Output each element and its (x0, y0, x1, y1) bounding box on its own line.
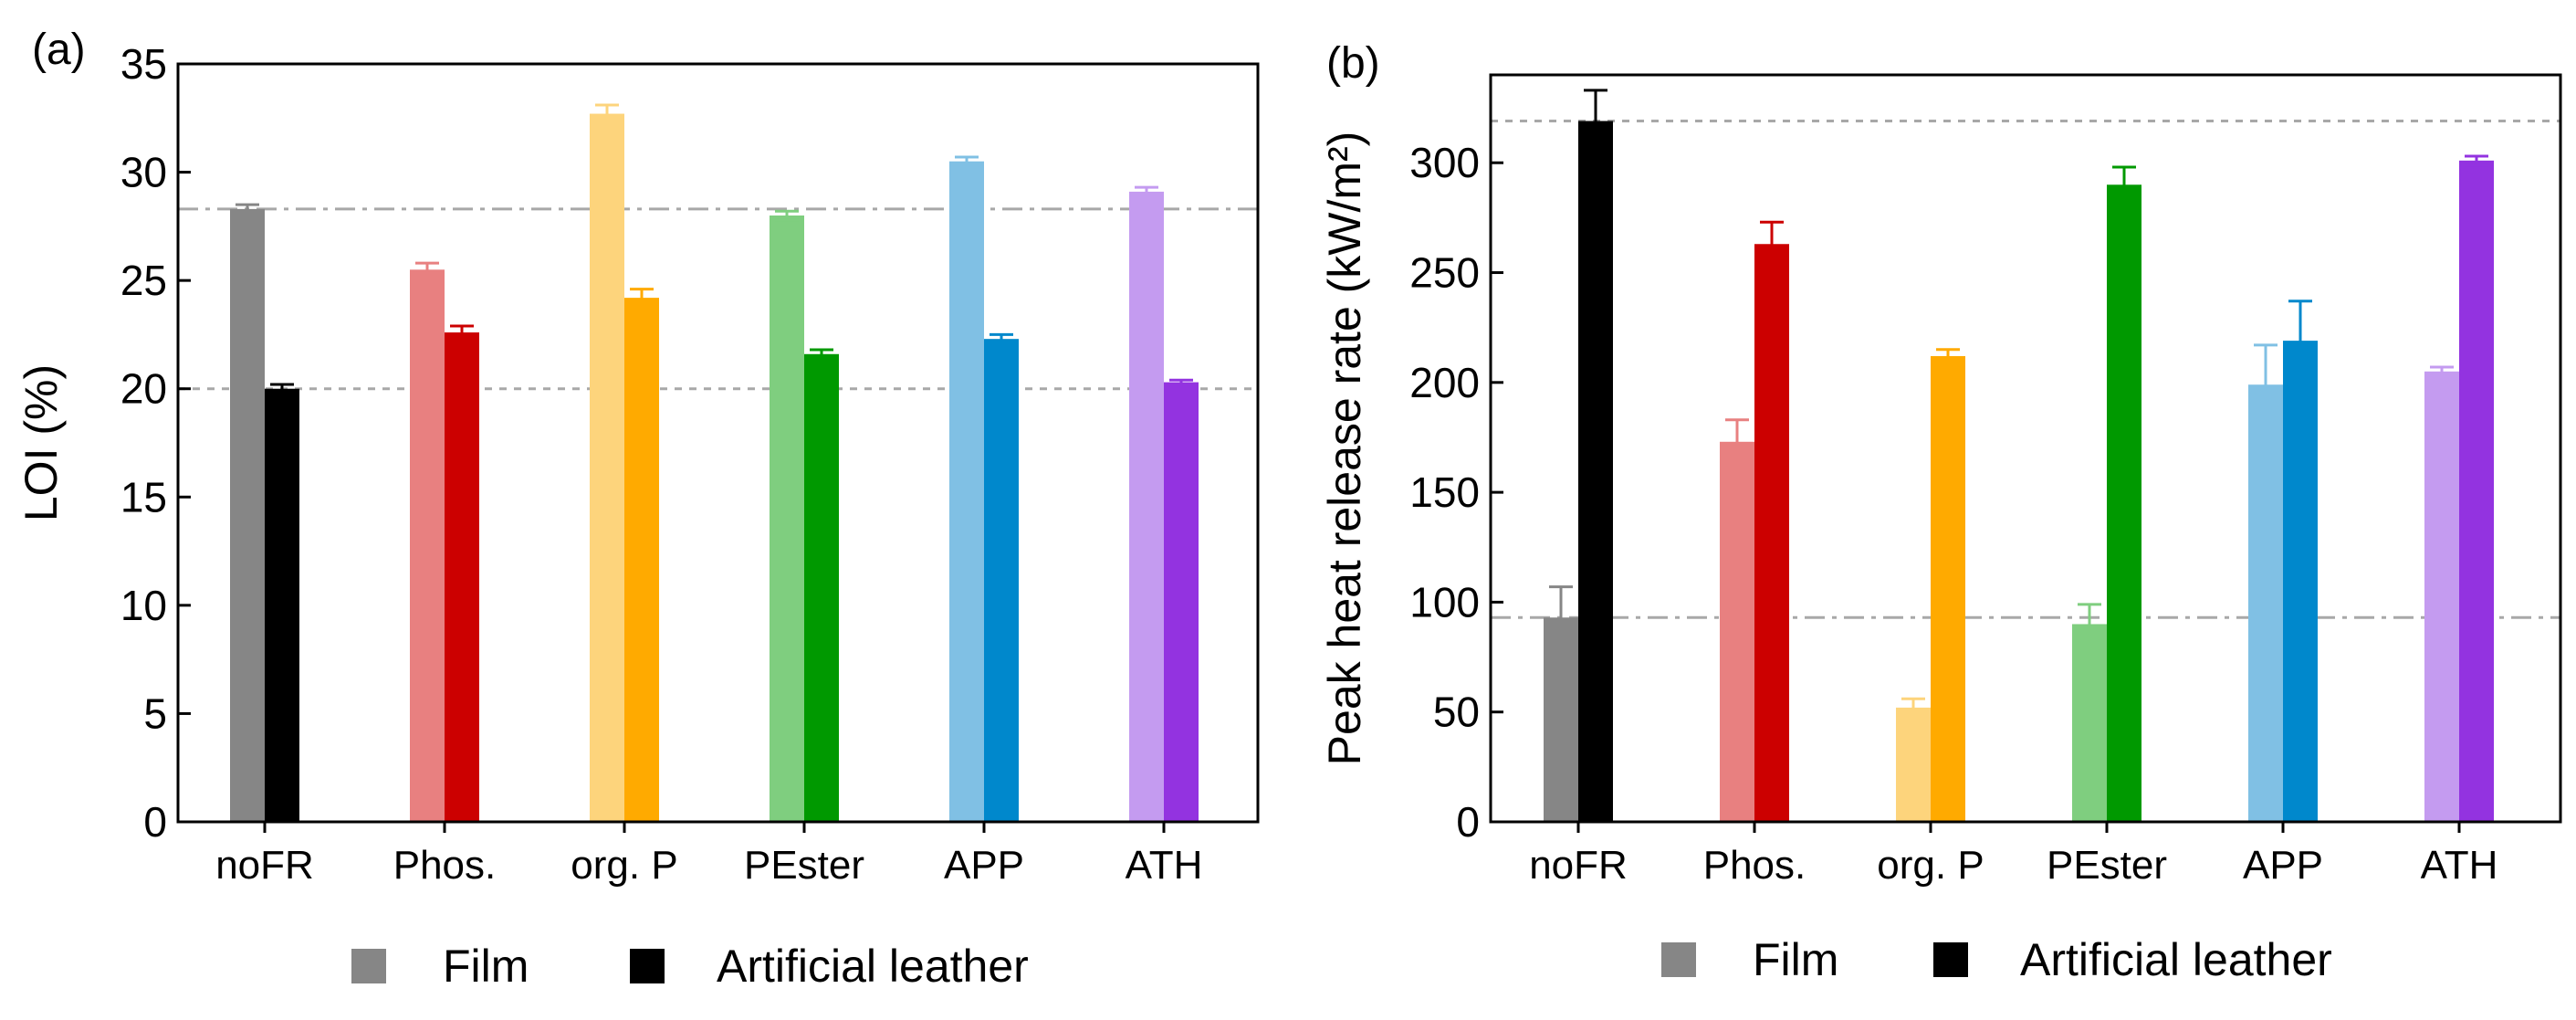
bar (1931, 355, 1965, 822)
y-tick-label: 150 (1409, 468, 1480, 516)
y-tick-label: 30 (120, 149, 167, 196)
panel-label: (b) (1326, 39, 1380, 88)
bar (230, 208, 265, 822)
bar (2072, 624, 2107, 822)
category-label: PEster (744, 843, 864, 888)
bar (2283, 341, 2318, 822)
bar (1720, 441, 1754, 822)
bar (1578, 121, 1613, 822)
y-axis-label: Peak heat release rate (kW/m²) (1319, 131, 1370, 766)
category-label: noFR (215, 843, 314, 888)
bar (1896, 707, 1931, 822)
y-tick-label: 0 (143, 798, 167, 846)
chart-panel-2: (b) noFR Phos. org. P PEster APP ATH 0 50 100 150 2… (1319, 39, 2562, 985)
error-bar (630, 288, 654, 309)
bar (2459, 160, 2494, 822)
y-tick-label: 0 (1456, 798, 1480, 846)
legend-swatch-film (351, 949, 386, 983)
bar (410, 269, 445, 822)
bar (770, 216, 804, 822)
error-bar (2078, 603, 2101, 646)
y-axis-label: LOI (%) (16, 364, 67, 521)
category-label: Phos. (1703, 843, 1806, 888)
bar (1754, 244, 1789, 822)
bar (1129, 191, 1164, 822)
y-tick-label: 20 (120, 365, 167, 413)
category-label: Phos. (393, 843, 497, 888)
category-label: org. P (1877, 843, 1984, 888)
bar (949, 161, 984, 822)
y-tick-label: 25 (120, 257, 167, 304)
legend: Film Artificial leather (351, 941, 1029, 992)
category-label: APP (944, 843, 1024, 888)
legend-label-film: Film (443, 941, 529, 992)
y-tick-label: 300 (1409, 139, 1480, 186)
plot-frame (1489, 73, 2562, 824)
y-tick-label: 50 (1433, 689, 1480, 736)
category-label: org. P (571, 843, 677, 888)
plot-frame (176, 62, 1260, 824)
error-bar (2288, 300, 2312, 382)
legend-swatch-film (1661, 942, 1696, 977)
category-label: PEster (2047, 843, 2167, 888)
error-bar (415, 261, 439, 278)
legend-label-film: Film (1753, 934, 1838, 985)
error-bar (1135, 185, 1158, 198)
y-tick-label: 10 (120, 582, 167, 629)
bar (984, 339, 1019, 823)
legend-label-artificial-leather: Artificial leather (2020, 934, 2332, 985)
category-label: ATH (1126, 843, 1203, 888)
error-bar (450, 324, 474, 341)
error-bar (1584, 89, 1607, 153)
bar (624, 298, 659, 823)
legend-label-artificial-leather: Artificial leather (717, 941, 1029, 992)
error-bar (1169, 378, 1193, 386)
bar (2107, 184, 2141, 822)
bar (265, 388, 299, 822)
panel-label: (a) (32, 26, 86, 74)
error-bar (990, 332, 1013, 345)
error-bar (1760, 220, 1784, 268)
error-bar (2430, 365, 2454, 378)
y-tick-label: 100 (1409, 578, 1480, 626)
error-bar (2465, 154, 2488, 167)
error-bar (595, 103, 619, 124)
bar (2424, 371, 2459, 822)
y-tick-label: 250 (1409, 249, 1480, 297)
legend-swatch-artificial-leather (630, 949, 665, 983)
error-bar (1549, 585, 1573, 650)
y-tick-label: 5 (143, 689, 167, 737)
category-label: noFR (1529, 843, 1628, 888)
category-label: ATH (2421, 843, 2498, 888)
y-tick-label: 15 (120, 473, 167, 521)
error-bar (775, 209, 799, 222)
bar (1544, 617, 1578, 822)
error-bar (1725, 418, 1749, 466)
bar (2248, 384, 2283, 822)
chart-panel-1: (a) noFR Phos. org. P PEster APP ATH 0 5 10 15 20 25… (16, 26, 1260, 992)
bar (445, 332, 479, 822)
error-bar (236, 203, 259, 216)
error-bar (810, 348, 833, 361)
category-label: APP (2243, 843, 2323, 888)
error-bar (2254, 343, 2278, 426)
error-bar (1936, 348, 1960, 364)
error-bar (955, 155, 979, 167)
legend: Film Artificial leather (1661, 934, 2332, 985)
bar (804, 353, 839, 822)
error-bar (270, 383, 294, 394)
legend-swatch-artificial-leather (1933, 942, 1968, 977)
y-tick-label: 35 (120, 40, 167, 88)
error-bar (1901, 697, 1925, 719)
y-tick-label: 200 (1409, 359, 1480, 406)
bar (1164, 382, 1199, 822)
bar (590, 113, 624, 823)
error-bar (2112, 165, 2136, 205)
